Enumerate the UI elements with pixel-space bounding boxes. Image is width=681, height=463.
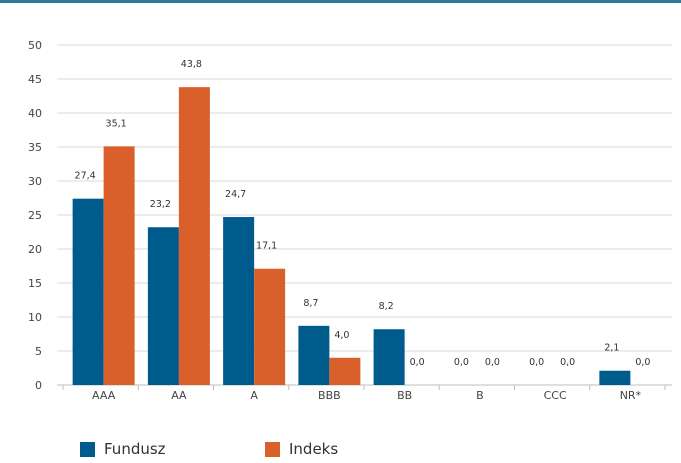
data-label: 24,7 — [225, 189, 246, 200]
bar-indeks — [329, 357, 361, 385]
bar-fundusz — [72, 198, 104, 385]
y-tick-label: 45 — [28, 73, 42, 86]
legend-swatch-fundusz — [80, 441, 95, 457]
bar-fundusz — [223, 217, 255, 385]
y-tick-label: 5 — [35, 345, 42, 358]
legend-label-indeks: Indeks — [289, 440, 339, 458]
legend-label-fundusz: Fundusz — [104, 440, 166, 458]
data-label: 0,0 — [454, 357, 469, 368]
legend-item-fundusz: Fundusz — [80, 438, 166, 460]
x-tick-label: AAA — [92, 389, 116, 402]
bar-fundusz — [373, 329, 405, 385]
y-tick-label: 10 — [28, 311, 42, 324]
legend-item-indeks: Indeks — [265, 438, 338, 460]
data-label: 0,0 — [560, 357, 575, 368]
data-label: 4,0 — [334, 330, 349, 341]
x-tick-label: BBB — [318, 389, 341, 402]
data-label: 0,0 — [410, 357, 425, 368]
data-label: 27,4 — [75, 171, 96, 182]
data-label: 0,0 — [635, 357, 650, 368]
y-tick-label: 40 — [28, 107, 42, 120]
data-label: 43,8 — [181, 59, 202, 70]
data-label: 8,2 — [379, 301, 394, 312]
bar-fundusz — [147, 227, 179, 385]
bar-fundusz — [298, 325, 330, 385]
y-tick-label: 25 — [28, 209, 42, 222]
data-label: 0,0 — [485, 357, 500, 368]
x-tick-label: AA — [171, 389, 187, 402]
y-tick-label: 15 — [28, 277, 42, 290]
x-tick-label: NR* — [620, 389, 642, 402]
bar-indeks — [254, 268, 286, 385]
y-tick-label: 30 — [28, 175, 42, 188]
x-tick-label: BB — [397, 389, 412, 402]
data-label: 35,1 — [106, 118, 127, 129]
data-label: 23,2 — [150, 199, 171, 210]
data-label: 0,0 — [529, 357, 544, 368]
y-tick-label: 20 — [28, 243, 42, 256]
data-label: 2,1 — [604, 343, 619, 354]
bar-indeks — [103, 146, 135, 385]
y-tick-label: 35 — [28, 141, 42, 154]
x-tick-label: A — [250, 389, 258, 402]
y-tick-label: 0 — [35, 379, 42, 392]
data-label: 8,7 — [303, 298, 318, 309]
x-tick-label: CCC — [544, 389, 567, 402]
bar-fundusz — [599, 370, 631, 385]
top-rule — [0, 0, 681, 3]
bar-indeks — [178, 87, 210, 385]
legend-swatch-indeks — [265, 441, 280, 457]
y-tick-label: 50 — [28, 39, 42, 52]
data-label: 17,1 — [256, 241, 277, 252]
x-tick-label: B — [476, 389, 484, 402]
